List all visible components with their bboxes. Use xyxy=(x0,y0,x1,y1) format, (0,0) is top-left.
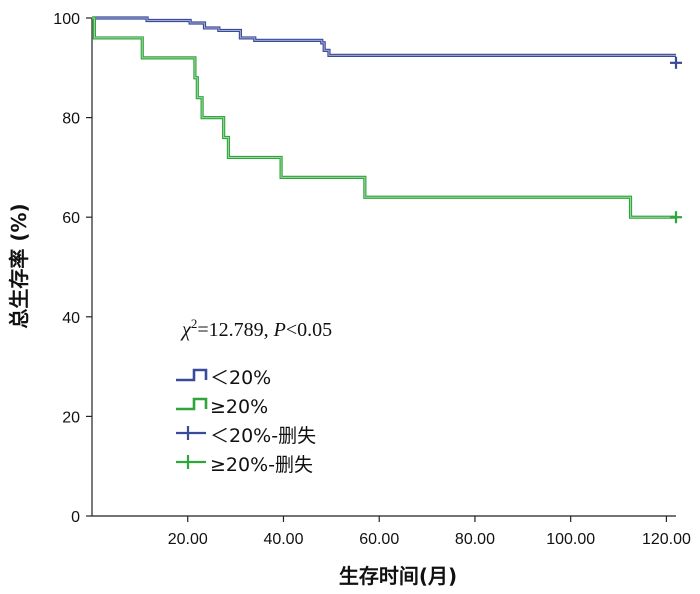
axes: 0 20 40 60 80 100 20.00 40.00 60.00 80.00 100.00 12… xyxy=(53,11,691,548)
x-tick-label: 80.00 xyxy=(455,531,495,548)
x-tick-label: 100.00 xyxy=(546,531,595,548)
legend-label: ≥20% xyxy=(210,396,268,418)
censor-marks xyxy=(670,56,682,224)
x-tick-label: 40.00 xyxy=(263,531,303,548)
legend-step-swatch xyxy=(176,368,208,382)
curves xyxy=(92,16,676,219)
y-tick-label: 0 xyxy=(71,509,80,526)
legend-step-swatch xyxy=(176,397,208,411)
y-tick-label: 60 xyxy=(62,210,80,227)
legend-label: ＜20%-删失 xyxy=(210,425,316,447)
x-axis-title: 生存时间(月) xyxy=(339,564,457,588)
series-0-curve xyxy=(92,16,676,57)
y-tick-label: 80 xyxy=(62,111,80,128)
x-tick-label: 60.00 xyxy=(359,531,399,548)
chi-square-annotation: χ2=12.789, P<0.05 xyxy=(180,316,332,341)
series-1-curve-highlight xyxy=(92,17,676,218)
x-tick-label: 20.00 xyxy=(168,531,208,548)
y-tick-label: 20 xyxy=(62,409,80,426)
legend: ＜20% ≥20% ＜20%-删失 ≥20%-删失 xyxy=(176,367,316,476)
legend-label: ＜20% xyxy=(210,367,271,389)
y-tick-label: 100 xyxy=(53,11,80,28)
x-tick-label: 120.00 xyxy=(642,531,691,548)
y-axis-title: 总生存率 (%) xyxy=(7,203,31,328)
series-0-curve-highlight xyxy=(92,17,676,56)
legend-label: ≥20%-删失 xyxy=(210,454,313,476)
series-1-curve xyxy=(92,16,676,219)
y-tick-label: 40 xyxy=(62,310,80,327)
